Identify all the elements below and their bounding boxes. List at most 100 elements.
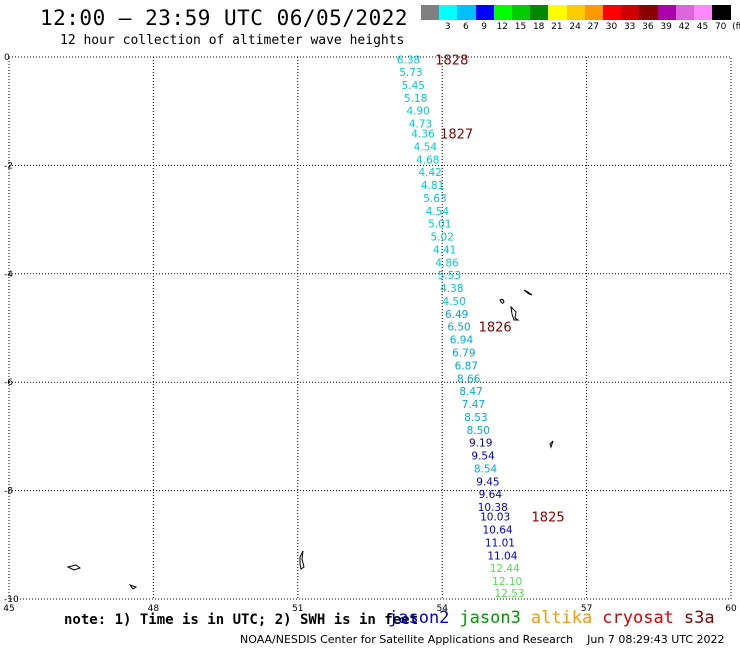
legend-label: 12 bbox=[496, 22, 509, 32]
wave-height-label: 8.50 bbox=[467, 425, 490, 437]
y-tick-label: -8 bbox=[4, 487, 13, 497]
legend-swatch bbox=[675, 5, 695, 20]
y-tick-label: 0 bbox=[4, 53, 10, 63]
mission-cryosat: cryosat bbox=[602, 608, 674, 628]
wave-height-label: 4.41 bbox=[433, 244, 456, 256]
wave-height-label: 4.90 bbox=[406, 106, 429, 118]
wave-height-label: 6.38 bbox=[397, 55, 420, 67]
legend-swatch bbox=[439, 5, 459, 20]
chart-title: 12:00 – 23:59 UTC 06/05/2022 bbox=[40, 6, 409, 30]
mission-altika: altika bbox=[530, 608, 593, 628]
mission-jason2: jason2 bbox=[388, 608, 450, 628]
x-tick-label: 51 bbox=[292, 604, 303, 614]
wave-height-label: 5.18 bbox=[404, 93, 427, 105]
legend-label: 18 bbox=[532, 22, 545, 32]
wave-height-label: 7.47 bbox=[462, 399, 485, 411]
mission-jason3: jason3 bbox=[459, 608, 521, 628]
wave-height-label: 4.38 bbox=[440, 283, 463, 295]
y-tick-label: -10 bbox=[4, 595, 19, 605]
chart-subtitle: 12 hour collection of altimeter wave hei… bbox=[60, 33, 405, 48]
legend-label: 24 bbox=[569, 22, 581, 32]
wave-height-label: 12.44 bbox=[490, 563, 520, 575]
island-outline bbox=[128, 584, 138, 590]
wave-height-label: 5.01 bbox=[428, 218, 451, 230]
legend-label: 42 bbox=[678, 22, 691, 32]
legend-swatch bbox=[457, 5, 477, 20]
legend-label: 45 bbox=[696, 22, 709, 32]
legend-label: 36 bbox=[642, 22, 654, 32]
wave-height-label: 6.50 bbox=[447, 321, 470, 333]
wave-height-label: 11.01 bbox=[485, 538, 515, 550]
plot-frame bbox=[8, 56, 732, 600]
island-outline bbox=[523, 289, 533, 296]
wave-height-label: 11.04 bbox=[487, 551, 517, 563]
legend-label: 33 bbox=[623, 22, 636, 32]
time-annotation: 1825 bbox=[532, 511, 565, 526]
wave-height-label: 4.54 bbox=[426, 206, 450, 218]
island-outline bbox=[549, 440, 554, 449]
wave-height-label: 4.36 bbox=[411, 128, 435, 140]
legend-label: 9 bbox=[481, 22, 487, 32]
wave-height-label: 6.49 bbox=[445, 309, 468, 321]
wave-height-label: 8.47 bbox=[459, 386, 482, 398]
credits-text: NOAA/NESDIS Center for Satellite Applica… bbox=[240, 633, 574, 646]
wave-height-label: 8.66 bbox=[457, 373, 481, 385]
wave-height-label: 9.19 bbox=[469, 437, 492, 449]
legend-swatch bbox=[530, 5, 550, 20]
wave-height-label: 5.45 bbox=[402, 80, 425, 92]
x-tick-label: 45 bbox=[3, 604, 14, 614]
legend-swatch bbox=[694, 5, 713, 20]
wave-height-label: 6.87 bbox=[455, 360, 478, 372]
wave-height-label: 5.73 bbox=[399, 67, 422, 79]
wave-height-label: 4.50 bbox=[443, 296, 466, 308]
wave-height-label: 9.64 bbox=[479, 489, 503, 501]
legend-swatch bbox=[566, 5, 586, 20]
legend-swatch bbox=[603, 5, 622, 20]
legend-swatch bbox=[493, 5, 513, 20]
legend-label: 30 bbox=[605, 22, 618, 32]
wave-height-label: 4.54 bbox=[414, 141, 438, 153]
legend-swatch bbox=[712, 5, 732, 20]
footer-note: note: 1) Time is in UTC; 2) SWH is in fe… bbox=[64, 612, 419, 628]
legend-label: 3 bbox=[444, 22, 451, 32]
generation-timestamp: Jun 7 08:29:43 UTC 2022 bbox=[587, 633, 725, 646]
wave-height-label: 8.53 bbox=[464, 412, 487, 424]
wave-height-label: 4.86 bbox=[435, 257, 459, 269]
x-tick-label: 54 bbox=[436, 604, 448, 614]
mission-legend: jason2 jason3 altika cryosat s3a bbox=[388, 608, 725, 628]
mission-s3a: s3a bbox=[683, 608, 715, 628]
legend-label: (ft) bbox=[732, 22, 740, 32]
legend-label: 70 bbox=[714, 22, 727, 32]
legend-label: 21 bbox=[551, 22, 563, 32]
wave-height-label: 6.79 bbox=[452, 347, 475, 359]
legend-label: 27 bbox=[587, 22, 600, 32]
wave-height-label: 6.94 bbox=[450, 334, 474, 346]
legend-swatch bbox=[475, 5, 495, 20]
wave-height-label: 12.53 bbox=[495, 588, 525, 600]
island-outline bbox=[66, 564, 82, 571]
time-annotation: 1826 bbox=[479, 320, 512, 335]
legend-swatch bbox=[584, 5, 604, 20]
x-tick-label: 48 bbox=[148, 604, 160, 614]
wave-height-label: 9.54 bbox=[471, 450, 495, 462]
wave-height-label: 5.53 bbox=[438, 270, 461, 282]
island-outline bbox=[299, 550, 305, 570]
wave-height-label: 5.63 bbox=[423, 193, 446, 205]
wave-height-label: 9.45 bbox=[476, 476, 499, 488]
wave-height-label: 4.68 bbox=[416, 154, 439, 166]
legend-swatch bbox=[639, 5, 659, 20]
wave-height-label: 4.81 bbox=[421, 180, 444, 192]
legend-label: 6 bbox=[463, 22, 469, 32]
island-outline bbox=[510, 305, 520, 321]
legend-swatch bbox=[512, 5, 531, 20]
wave-height-label: 12.10 bbox=[492, 576, 522, 588]
wave-height-label: 10.03 bbox=[480, 512, 510, 524]
wave-height-label: 8.54 bbox=[474, 463, 498, 475]
wave-height-label: 5.02 bbox=[431, 231, 454, 243]
y-tick-label: -4 bbox=[4, 270, 13, 280]
wave-height-label: 10.38 bbox=[478, 502, 508, 514]
wave-height-label: 4.73 bbox=[409, 119, 432, 131]
legend-label: 15 bbox=[514, 22, 527, 32]
legend-swatch bbox=[657, 5, 677, 20]
